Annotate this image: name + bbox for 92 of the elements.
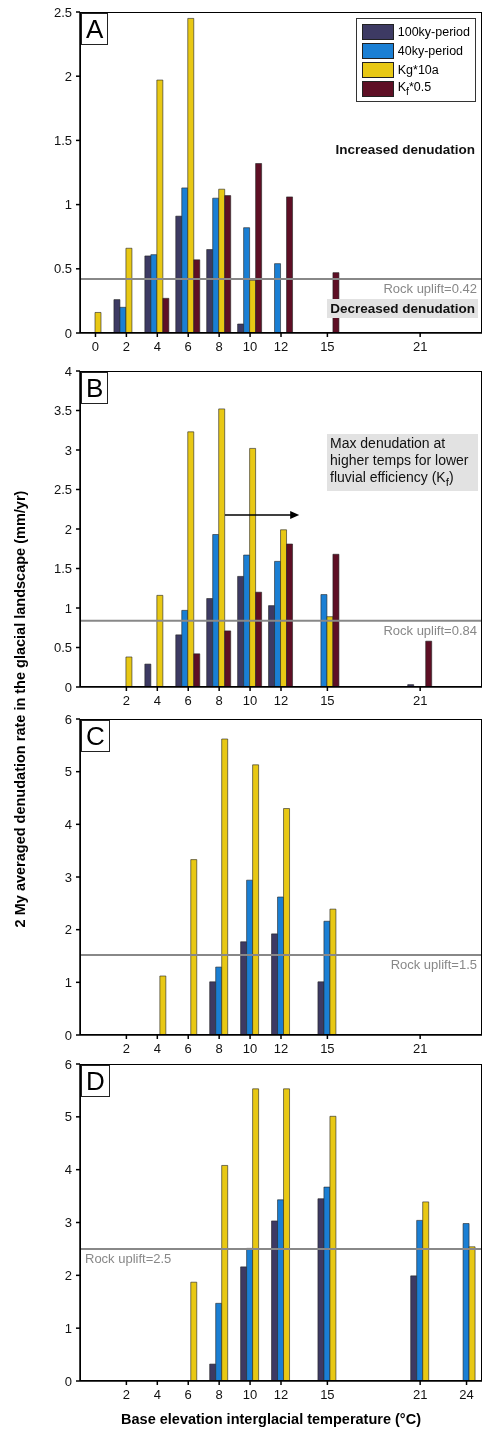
annotation: Increased denudation <box>335 142 475 158</box>
y-tick-label: 1.5 <box>53 561 72 576</box>
bar <box>286 196 293 333</box>
x-tick-label: 2 <box>122 1041 130 1056</box>
x-tick-label: 4 <box>153 1387 161 1402</box>
x-tick-label: 10 <box>242 1041 258 1056</box>
chart-title: C <box>86 721 105 751</box>
y-tick-label: 2 <box>64 1267 72 1283</box>
y-tick-label: 1 <box>64 1320 72 1336</box>
x-tick-label: 8 <box>215 1041 223 1056</box>
y-tick-label: 2 <box>64 68 72 84</box>
bar <box>113 299 121 333</box>
x-tick-label: 6 <box>184 1387 192 1402</box>
x-tick-label: 10 <box>242 1387 258 1402</box>
ref-line-label: Rock uplift=1.5 <box>390 957 477 973</box>
y-tick-label: 3.5 <box>53 403 72 418</box>
y-tick-label: 1.5 <box>53 132 72 148</box>
x-tick-label: 4 <box>153 1041 161 1056</box>
y-tick-label: 3 <box>64 869 72 885</box>
x-tick-label: 15 <box>320 1041 335 1056</box>
y-tick-label: 0 <box>64 679 72 695</box>
y-tick-label: 1 <box>64 197 72 213</box>
x-tick-label: 8 <box>215 693 223 708</box>
x-tick-label: 6 <box>184 693 192 708</box>
x-tick-label: 0 <box>91 339 100 354</box>
y-tick-label: 1 <box>64 600 72 616</box>
bar <box>274 263 281 333</box>
y-tick-label: 6 <box>64 1056 72 1072</box>
bar <box>320 594 328 687</box>
y-tick-label: 2 <box>64 521 72 537</box>
x-tick-label: 10 <box>242 693 258 708</box>
bar <box>425 640 432 687</box>
x-tick-label: 21 <box>412 1387 428 1402</box>
y-tick-label: 1 <box>64 974 72 990</box>
y-tick-label: 2.5 <box>53 482 72 497</box>
y-tick-label: 0 <box>64 1027 72 1043</box>
y-tick-label: 5 <box>64 764 72 780</box>
x-tick-label: 12 <box>273 693 289 708</box>
chart-title: D <box>86 1066 105 1096</box>
annotation: Max denudation at higher temps for lower fluvial efficiency (K$_{f}$) <box>330 435 469 488</box>
y-tick-label: 0.5 <box>53 261 72 277</box>
x-tick-label: 4 <box>153 693 161 708</box>
x-tick-label: 12 <box>273 1041 289 1056</box>
x-axis-title: Base elevation interglacial temperature (°C) <box>121 1411 421 1427</box>
x-tick-label: 21 <box>412 339 428 354</box>
y-tick-label: 4 <box>64 816 72 832</box>
x-tick-label: 21 <box>412 693 428 708</box>
bar <box>94 312 102 333</box>
y-tick-label: 5 <box>64 1109 72 1125</box>
y-tick-label: 6 <box>64 711 72 727</box>
y-tick-label: 0.5 <box>53 640 72 655</box>
legend-label: K$_{f}$*0.5 <box>397 80 432 97</box>
y-tick-label: 3 <box>64 1215 72 1230</box>
y-axis-title: 2 My averaged denudation rate in the glacial landscape (mm/yr) <box>12 490 28 927</box>
y-tick-label: 0 <box>64 1373 72 1389</box>
x-tick-label: 6 <box>184 339 192 354</box>
x-tick-label: 15 <box>320 339 335 354</box>
x-tick-label: 12 <box>273 339 289 354</box>
bar <box>144 663 152 687</box>
legend-label: 100ky-period <box>397 24 470 39</box>
y-tick-label: 2 <box>64 922 72 938</box>
x-tick-label: 21 <box>412 1041 428 1056</box>
bar <box>159 975 167 1035</box>
x-tick-label: 8 <box>215 1387 223 1402</box>
y-tick-label: 0 <box>64 325 72 341</box>
chart-title: B <box>86 373 104 403</box>
x-tick-label: 4 <box>153 339 161 354</box>
x-tick-label: 12 <box>273 1387 289 1402</box>
bar <box>190 1281 198 1381</box>
x-tick-label: 2 <box>122 339 130 354</box>
x-tick-label: 15 <box>320 1387 335 1402</box>
bar <box>125 656 133 687</box>
x-tick-label: 10 <box>242 339 258 354</box>
x-tick-label: 24 <box>459 1387 474 1402</box>
bar <box>190 859 198 1035</box>
ref-line-label: Rock uplift=0.84 <box>383 622 477 638</box>
x-tick-label: 2 <box>122 1387 130 1402</box>
x-tick-label: 6 <box>184 1041 192 1056</box>
y-tick-label: 4 <box>64 1162 72 1178</box>
annotation: Decreased denudation <box>330 301 475 317</box>
bar <box>156 595 164 687</box>
legend-label: Kg*10a <box>397 62 439 77</box>
chart-title: A <box>86 14 104 44</box>
y-tick-label: 3 <box>64 442 72 458</box>
ref-line-label: Rock uplift=0.42 <box>383 281 477 297</box>
x-tick-label: 8 <box>215 339 223 354</box>
x-tick-label: 15 <box>320 693 335 708</box>
ref-line-label: Rock uplift=2.5 <box>85 1251 172 1267</box>
y-tick-label: 2.5 <box>53 4 72 20</box>
legend-label: 40ky-period <box>397 43 464 58</box>
y-tick-label: 4 <box>64 363 72 379</box>
x-tick-label: 2 <box>122 693 130 708</box>
